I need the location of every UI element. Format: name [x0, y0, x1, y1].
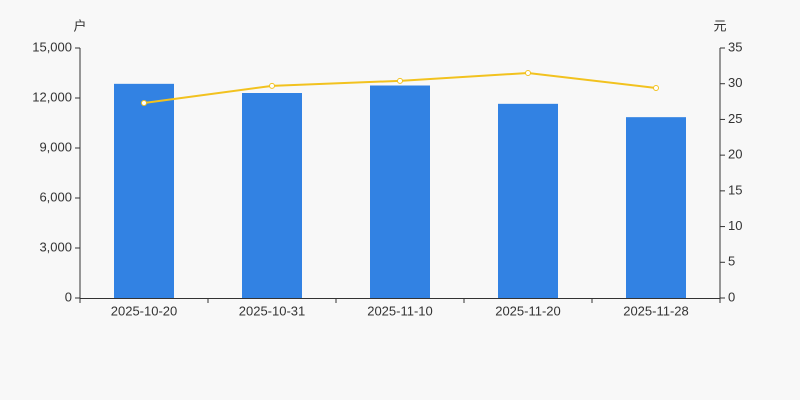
y2ticks-label: 30	[728, 75, 742, 90]
x-tick-label: 2025-10-31	[239, 303, 306, 318]
y2ticks-label: 10	[728, 218, 742, 233]
y2ticks-label: 0	[728, 289, 735, 304]
yticks-label: 3,000	[39, 239, 72, 254]
y2ticks-label: 20	[728, 147, 742, 162]
bar	[498, 103, 558, 298]
y2ticks-label: 5	[728, 254, 735, 269]
yticks-label: 6,000	[39, 189, 72, 204]
line-point	[653, 85, 659, 91]
y2ticks-label: 15	[728, 182, 742, 197]
bar	[626, 117, 686, 299]
y2-axis-unit: 元	[713, 18, 726, 33]
bar	[370, 85, 430, 298]
x-tick-label: 2025-11-10	[367, 303, 433, 318]
line-point	[141, 100, 147, 106]
y2ticks-label: 25	[728, 111, 742, 126]
line-point	[525, 70, 531, 76]
x-tick-label: 2025-11-20	[495, 303, 561, 318]
bar	[242, 93, 302, 298]
y2ticks-label: 35	[728, 39, 742, 54]
line-point	[269, 82, 275, 89]
yticks-label: 12,000	[32, 89, 72, 104]
line-point	[397, 77, 403, 84]
bar	[114, 83, 174, 298]
y-axis-unit: 户	[73, 18, 86, 33]
yticks-label: 9,000	[39, 139, 72, 154]
x-tick-label: 2025-10-20	[111, 303, 178, 318]
yticks-label: 15,000	[32, 39, 72, 54]
yticks-label: 0	[65, 289, 72, 304]
x-tick-label: 2025-11-28	[623, 303, 689, 318]
